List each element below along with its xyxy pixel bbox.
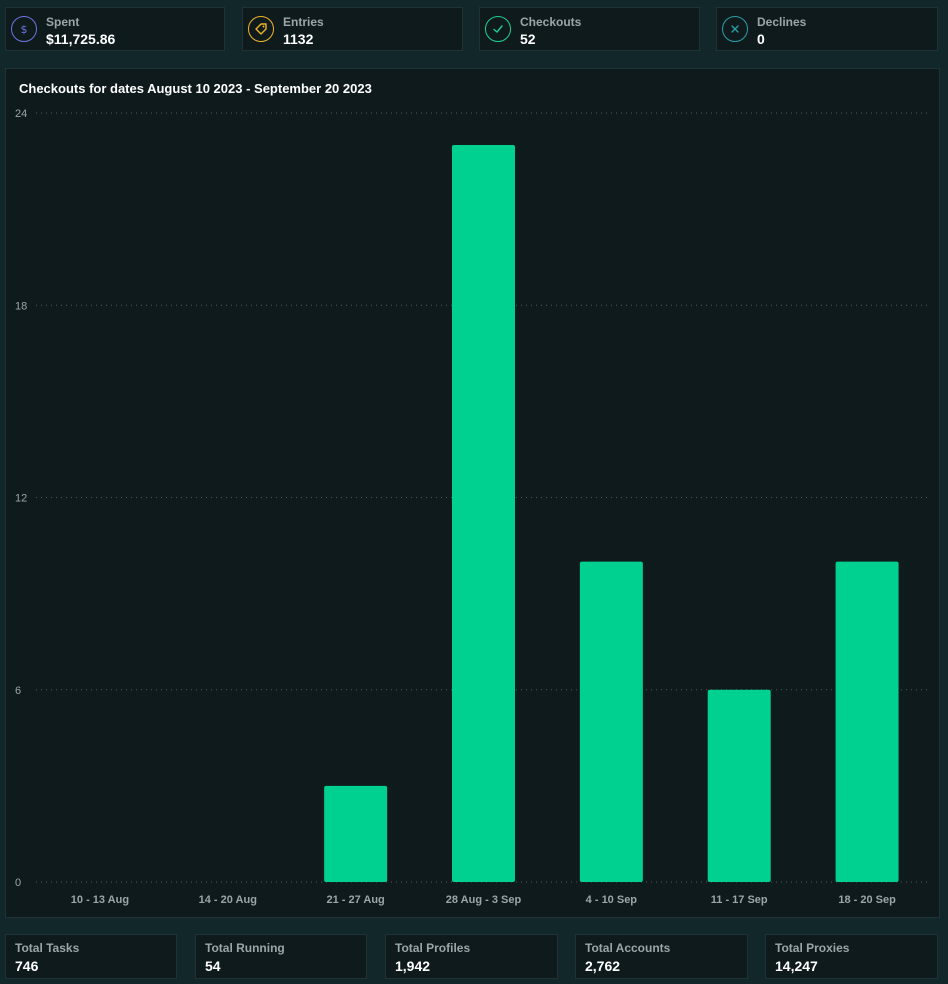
total-value: 2,762	[585, 958, 621, 974]
bar[interactable]	[452, 145, 515, 883]
total-label: Total Tasks	[15, 941, 80, 955]
stat-card-entries: Entries 1132	[242, 7, 463, 51]
total-running-card: Total Running 54	[195, 934, 367, 979]
stat-value: 1132	[283, 31, 314, 47]
y-tick-label: 6	[15, 685, 21, 697]
svg-text:$: $	[21, 23, 28, 36]
dollar-icon: $	[11, 16, 37, 42]
bar[interactable]	[324, 785, 388, 882]
x-tick-label: 14 - 20 Aug	[199, 894, 257, 906]
stat-label: Spent	[46, 15, 80, 29]
x-tick-label: 18 - 20 Sep	[838, 894, 896, 906]
y-tick-label: 24	[15, 108, 27, 120]
y-tick-label: 18	[15, 300, 27, 312]
checkouts-bar-chart: 0 6 12 18 24 10 - 13 Aug 14 - 20 Aug 21 - 27 Au…	[15, 108, 931, 906]
tag-icon	[248, 16, 274, 42]
stat-label: Declines	[757, 15, 807, 29]
x-tick-label: 28 Aug - 3 Sep	[446, 894, 522, 906]
total-proxies-card: Total Proxies 14,247	[765, 934, 938, 979]
x-icon	[722, 16, 748, 42]
total-value: 54	[205, 958, 221, 974]
check-icon	[485, 16, 511, 42]
total-label: Total Accounts	[585, 941, 671, 955]
total-label: Total Proxies	[775, 941, 850, 955]
stat-label: Entries	[283, 15, 324, 29]
y-tick-label: 12	[15, 493, 27, 505]
stat-value: 0	[757, 31, 765, 47]
checkouts-chart-panel: Checkouts for dates August 10 2023 - Sep…	[5, 68, 940, 918]
bar[interactable]	[835, 561, 899, 882]
stat-card-spent: $ Spent $11,725.86	[5, 7, 225, 51]
chart-title: Checkouts for dates August 10 2023 - Sep…	[19, 81, 372, 96]
total-value: 14,247	[775, 958, 818, 974]
stat-label: Checkouts	[520, 15, 582, 29]
total-value: 746	[15, 958, 39, 974]
x-tick-label: 21 - 27 Aug	[327, 894, 385, 906]
stat-card-checkouts: Checkouts 52	[479, 7, 700, 51]
total-profiles-card: Total Profiles 1,942	[385, 934, 558, 979]
stat-value: $11,725.86	[46, 31, 116, 47]
total-value: 1,942	[395, 958, 431, 974]
x-tick-label: 4 - 10 Sep	[586, 894, 638, 906]
y-tick-label: 0	[15, 877, 21, 889]
stat-card-declines: Declines 0	[716, 7, 938, 51]
total-label: Total Profiles	[395, 941, 471, 955]
bar[interactable]	[707, 689, 771, 882]
x-tick-label: 10 - 13 Aug	[71, 894, 129, 906]
stat-value: 52	[520, 31, 536, 47]
total-tasks-card: Total Tasks 746	[5, 934, 177, 979]
bar[interactable]	[579, 561, 643, 882]
total-label: Total Running	[205, 941, 285, 955]
x-tick-label: 11 - 17 Sep	[711, 894, 768, 906]
total-accounts-card: Total Accounts 2,762	[575, 934, 748, 979]
